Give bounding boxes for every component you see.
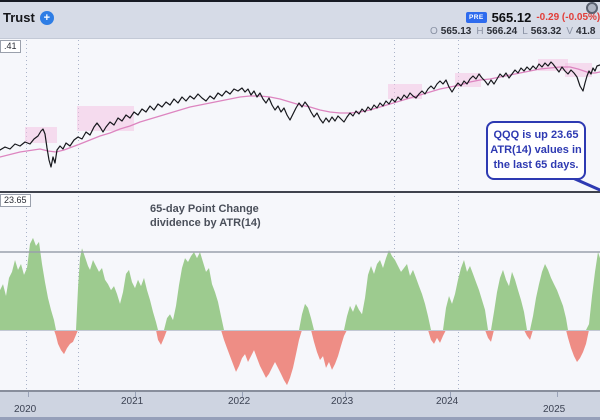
axis-tick: [450, 392, 451, 397]
indicator-title-line2: dividence by ATR(14): [150, 217, 261, 229]
high-label: H: [476, 26, 484, 37]
last-price: 565.12: [491, 10, 532, 25]
annotation-callout[interactable]: QQQ is up 23.65 ATR(14) values in the la…: [486, 121, 586, 180]
time-axis[interactable]: 2020 2021 2022 2023 2024 2025: [0, 392, 600, 420]
axis-tick: [345, 392, 346, 397]
window-top-border: [0, 0, 600, 2]
callout-line1: QQQ is up 23.65: [493, 129, 579, 141]
symbol-row: Trust +: [3, 10, 54, 25]
corner-settings-icon[interactable]: [586, 2, 598, 14]
premarket-badge: PRE: [466, 12, 487, 23]
axis-tick: [557, 392, 558, 397]
axis-tick: [135, 392, 136, 397]
low-label: L: [522, 26, 528, 37]
axis-tick: [28, 392, 29, 397]
main-left-price-label: .41: [0, 40, 21, 53]
price-change: -0.29 (-0.05%): [536, 12, 600, 23]
quote-row: PRE 565.12 -0.29 (-0.05%): [466, 10, 600, 25]
open-value: 565.13: [440, 26, 472, 37]
chart-header: Trust + PRE 565.12 -0.29 (-0.05%) O 565.…: [0, 2, 600, 38]
callout-line2: ATR(14) values in: [490, 144, 582, 156]
year-label: 2021: [121, 396, 144, 407]
year-label: 2023: [331, 396, 354, 407]
ohlcv-row: O 565.13 H 566.24 L 563.32 V 41.8: [430, 26, 596, 37]
callout-line3: the last 65 days.: [493, 159, 579, 171]
indicator-title-line1: 65-day Point Change: [150, 203, 259, 215]
year-label: 2025: [543, 404, 566, 415]
high-value: 566.24: [486, 26, 518, 37]
indicator-title: 65-day Point Change dividence by ATR(14): [150, 202, 261, 230]
symbol-title: Trust: [3, 10, 35, 25]
year-label: 2022: [228, 396, 251, 407]
window-bottom-border: [0, 417, 600, 420]
open-label: O: [430, 26, 438, 37]
indicator-value-label: 23.65: [0, 194, 31, 207]
low-value: 563.32: [530, 26, 562, 37]
plus-circle-icon[interactable]: +: [39, 10, 54, 25]
axis-tick: [242, 392, 243, 397]
volume-label: V: [566, 26, 574, 37]
year-label: 2024: [436, 396, 459, 407]
volume-value: 41.8: [576, 26, 596, 37]
year-label: 2020: [14, 404, 37, 415]
